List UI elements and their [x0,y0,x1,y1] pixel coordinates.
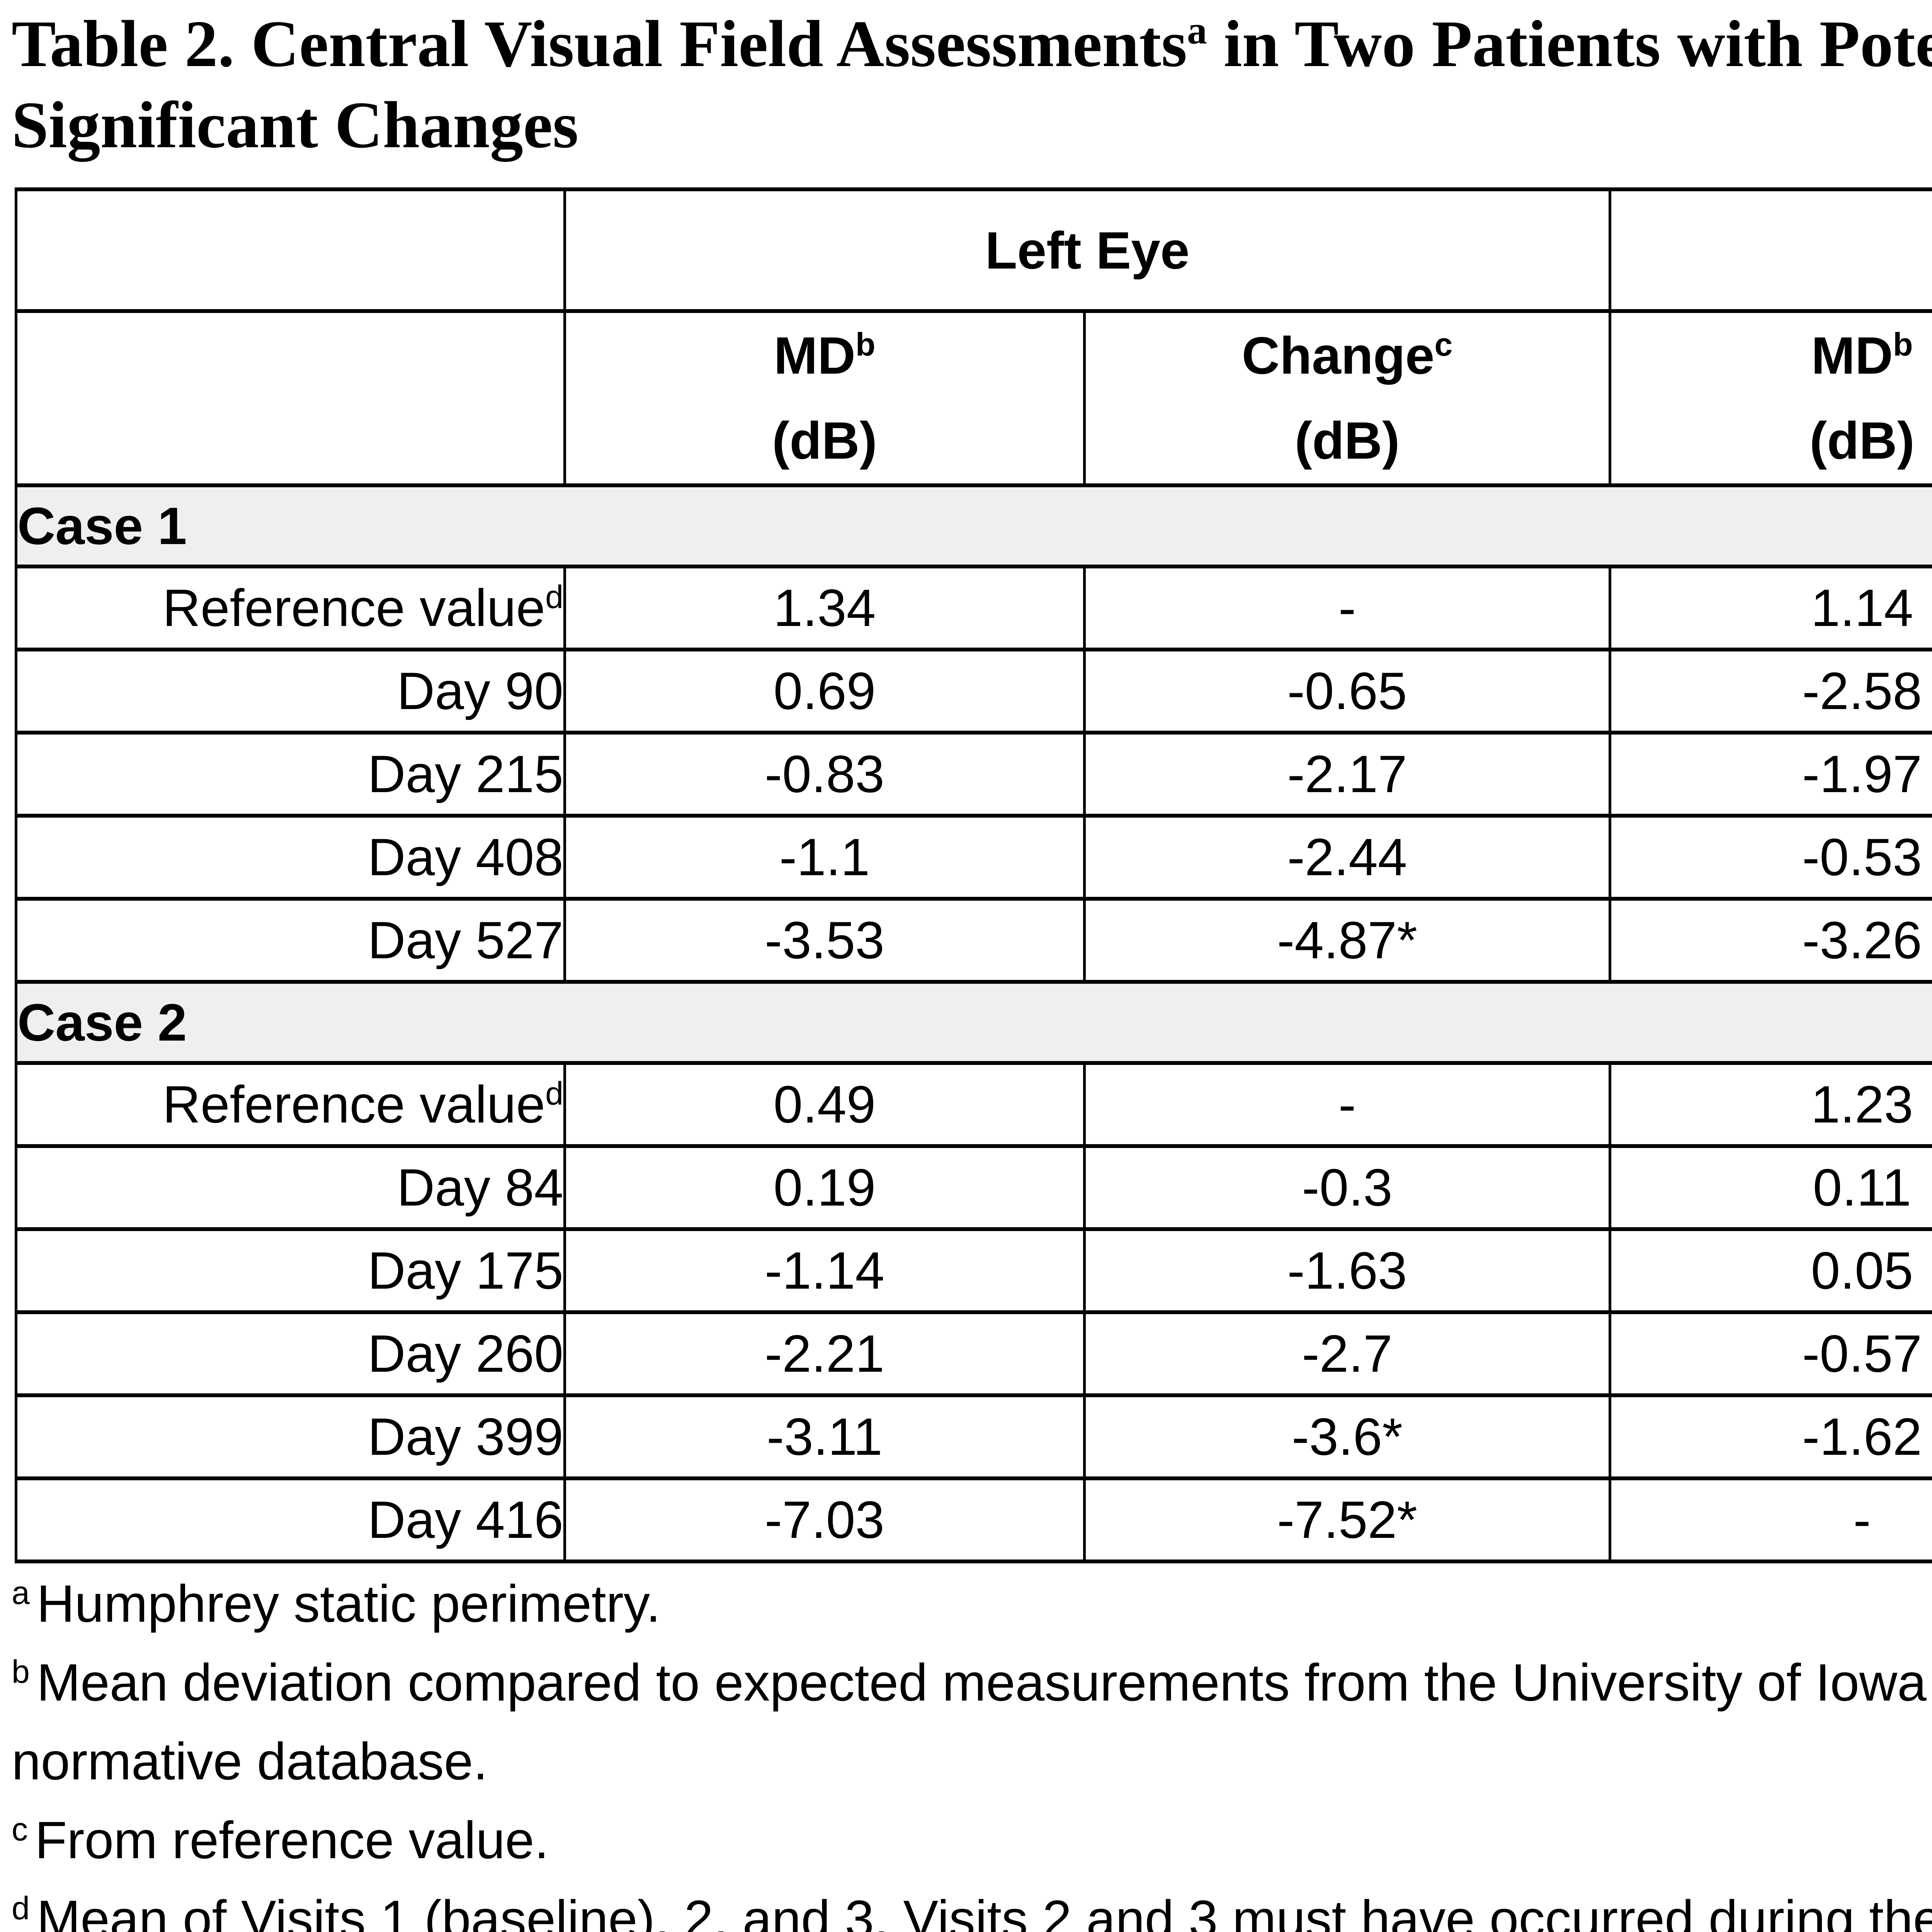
left-md-value: 0.19 [563,1144,1086,1231]
left-md-value: 0.49 [563,1061,1086,1148]
left-change-value: -2.44 [1083,813,1611,901]
row-label: Day 260 [15,1310,566,1397]
right-md-value: -1.97 [1609,730,1932,818]
left-md-value: -1.14 [563,1227,1086,1314]
row-label: Day 408 [15,813,566,901]
case-1-band: Case 1 [15,483,1932,568]
eye-group-header-row: Left Eye Right Eye [15,187,1932,313]
left-change-value: - [1083,1061,1611,1148]
left-change-value: -4.87* [1083,896,1611,984]
left-md-value: -1.1 [563,813,1086,901]
footnote-c: c From reference value. [12,1811,549,1869]
table-title: Table 2. Central Visual Field Assessment… [12,4,1932,166]
left-change-value: -2.7 [1083,1310,1611,1397]
left-change-value: - [1083,564,1611,651]
row-label: Day 84 [15,1144,566,1231]
footnotes-block: a Humphrey static perimetry. b Mean deviat… [12,1564,1932,1932]
case-2-label: Case 2 [15,980,1932,1065]
left-md-value: -0.83 [563,730,1086,818]
column-header-row: MDb (dB) Changec (dB) MDb (dB) Changec (… [15,309,1932,487]
right-md-value: 0.05 [1609,1227,1932,1314]
right-md-value: -0.53 [1609,813,1932,901]
row-label: Day 527 [15,896,566,984]
right-md-value: 1.14 [1609,564,1932,651]
row-label: Reference valued [15,564,566,651]
left-md-value: -3.11 [563,1393,1086,1480]
left-change-column-header: Changec (dB) [1083,309,1611,487]
table-row: Reference valued 0.49 - 1.23 - [15,1061,1932,1148]
data-table: Left Eye Right Eye MDb (dB) Changec (dB)… [15,187,1932,1563]
case-2-band: Case 2 [15,980,1932,1065]
left-md-value: -7.03 [563,1476,1086,1563]
footnote-a: a Humphrey static perimetry. [12,1574,661,1633]
left-md-value: -3.53 [563,896,1086,984]
table-row: Day 84 0.19 -0.3 0.11 -1.12 [15,1144,1932,1231]
table-row: Day 175 -1.14 -1.63 0.05 -1.18 [15,1227,1932,1314]
right-md-column-header: MDb (dB) [1609,309,1932,487]
row-label: Day 399 [15,1393,566,1480]
table-row: Day 527 -3.53 -4.87* -3.26 -4.4* [15,896,1932,984]
row-label: Day 416 [15,1476,566,1563]
left-md-value: -2.21 [563,1310,1086,1397]
table-row: Day 90 0.69 -0.65 -2.58 -3.72* [15,647,1932,735]
right-md-value: -2.58 [1609,647,1932,735]
table-title-line2: Significant Changes [12,88,579,162]
left-md-value: 0.69 [563,647,1086,735]
case-1-label: Case 1 [15,483,1932,568]
left-change-value: -0.65 [1083,647,1611,735]
right-md-value: -0.57 [1609,1310,1932,1397]
row-label: Day 175 [15,1227,566,1314]
row-label: Day 215 [15,730,566,818]
table-row: Day 260 -2.21 -2.7 -0.57 -1.8 [15,1310,1932,1397]
table-row: Day 399 -3.11 -3.6* -1.62 -2.85 [15,1393,1932,1480]
table-title-prefix: Table 2. Central Visual Field Assessment… [12,7,1187,81]
left-change-value: -2.17 [1083,730,1611,818]
table-row: Reference valued 1.34 - 1.14 - [15,564,1932,651]
empty-header-cell [15,187,566,313]
left-md-value: 1.34 [563,564,1086,651]
left-change-value: -0.3 [1083,1144,1611,1231]
table-row: Day 416 -7.03 -7.52* - - [15,1476,1932,1563]
right-md-value: -3.26 [1609,896,1932,984]
left-change-value: -7.52* [1083,1476,1611,1563]
right-md-value: - [1609,1476,1932,1563]
empty-header-cell [15,309,566,487]
left-md-column-header: MDb (dB) [563,309,1086,487]
row-label: Day 90 [15,647,566,735]
footnote-d: d Mean of Visits 1 (baseline), 2, and 3. … [12,1889,1932,1932]
right-md-value: 0.11 [1609,1144,1932,1231]
table-row: Day 408 -1.1 -2.44 -0.53 -1.67 [15,813,1932,901]
footnote-b: b Mean deviation compared to expected mea… [12,1653,1932,1791]
row-label: Reference valued [15,1061,566,1148]
right-eye-group-header: Right Eye [1609,187,1932,313]
right-md-value: 1.23 [1609,1061,1932,1148]
right-md-value: -1.62 [1609,1393,1932,1480]
left-eye-group-header: Left Eye [563,187,1611,313]
table-row: Day 215 -0.83 -2.17 -1.97 -3.11* [15,730,1932,818]
table-title-superscript: a [1187,8,1207,53]
table-title-suffix: in Two Patients with Potentially Clinica… [1223,7,1932,81]
left-change-value: -3.6* [1083,1393,1611,1480]
left-change-value: -1.63 [1083,1227,1611,1314]
